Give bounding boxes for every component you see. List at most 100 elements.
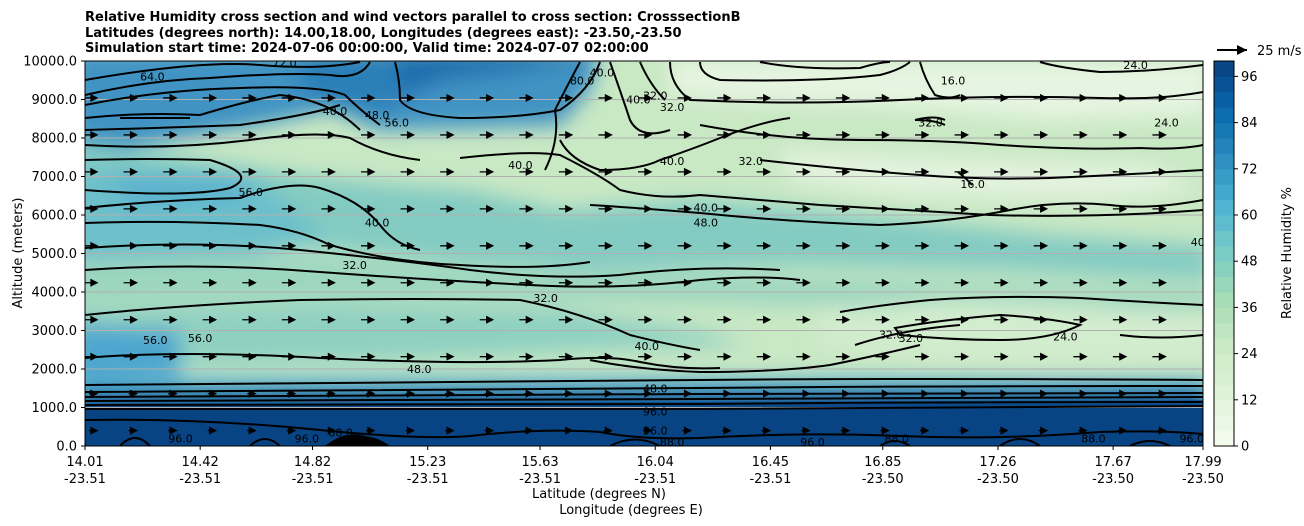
colorbar-segment (1214, 369, 1234, 385)
wind-vector (1033, 352, 1049, 361)
wind-vector (405, 426, 416, 435)
contour-label: 40.0 (694, 201, 719, 214)
wind-vector (1073, 93, 1088, 103)
y-tick-label: 4000.0 (32, 286, 78, 301)
wind-vector (796, 241, 811, 250)
wind-vector (677, 204, 693, 213)
wind-vector (954, 352, 970, 361)
contour-label: 96.0 (643, 405, 668, 418)
wind-vector (999, 389, 1009, 398)
wind-vector (682, 426, 693, 435)
colorbar-segment (1214, 384, 1234, 401)
wind-vector (123, 167, 139, 176)
contour-label: 96.0 (643, 425, 668, 438)
colorbar-tick-label: 12 (1241, 393, 1258, 408)
wind-vector (959, 426, 970, 435)
wind-vector (1112, 93, 1128, 103)
wind-vector (1157, 389, 1167, 398)
wind-vector (202, 93, 218, 103)
wind-vector (994, 352, 1009, 361)
contour-label: 32.0 (533, 292, 558, 305)
contour-label: 40.0 (323, 105, 348, 118)
wind-vector (400, 93, 416, 103)
wind-vector (440, 278, 455, 287)
wind-vector (321, 241, 336, 250)
chart-title-line-1: Relative Humidity cross section and wind… (85, 10, 741, 25)
wind-vector (123, 352, 139, 361)
wind-vector (400, 315, 416, 324)
wind-vector (677, 278, 693, 287)
wind-vector (801, 426, 811, 435)
wind-vector (994, 278, 1009, 287)
x-tick-label-lon: -23.50 (1182, 472, 1224, 487)
wind-vector (361, 167, 376, 176)
wind-vector (722, 389, 732, 398)
wind-vector (598, 204, 613, 213)
wind-vector (994, 204, 1009, 213)
wind-vector (202, 167, 218, 176)
wind-vector (999, 426, 1009, 435)
contour-label: 64.0 (140, 70, 165, 83)
contour-label: 72.0 (272, 57, 297, 70)
wind-vector (717, 167, 732, 176)
wind-vector (880, 389, 890, 398)
wind-vector (915, 167, 930, 176)
wind-vector (361, 352, 376, 361)
contour-label: 32.0 (660, 101, 685, 114)
colorbar-segment (1214, 338, 1234, 355)
wind-vector (598, 241, 613, 250)
wind-vector (994, 130, 1009, 139)
wind-vector (89, 389, 99, 398)
colorbar-frame (1213, 60, 1235, 447)
wind-vector (445, 389, 455, 398)
wind-vector (638, 93, 653, 103)
x-axis: 14.01 -23.51 14.42 -23.51 14.82 -23.51 15.23 -2… (64, 446, 1224, 487)
wind-vector (202, 278, 218, 287)
wind-vector (558, 241, 574, 250)
wind-vector (717, 315, 732, 324)
wind-vector (519, 93, 534, 103)
wind-vector (717, 204, 732, 213)
wind-vector (875, 315, 890, 324)
contour-label: 88.0 (885, 432, 910, 445)
wind-vector (202, 315, 218, 324)
contour-label: 40.0 (635, 340, 660, 353)
wind-vector (524, 426, 534, 435)
colorbar-tick-label: 60 (1241, 209, 1258, 224)
wind-vector (915, 204, 930, 213)
wind-vector (321, 130, 336, 139)
x-tick-label-lon: -23.50 (862, 472, 904, 487)
colorbar-segment (1214, 168, 1234, 185)
wind-vector (163, 315, 178, 324)
wind-vector (281, 130, 297, 139)
wind-vector (85, 130, 99, 139)
wind-vector (563, 389, 574, 398)
wind-vector (286, 426, 297, 435)
x-tick-label-lon: -23.50 (977, 472, 1019, 487)
wind-vector (994, 241, 1009, 250)
wind-vector (440, 130, 455, 139)
wind-vector (801, 389, 811, 398)
colorbar-segment (1214, 276, 1234, 293)
wind-vector (361, 241, 376, 250)
contour-label: 88.0 (660, 436, 685, 449)
colorbar-tick-label: 96 (1241, 70, 1258, 85)
y-tick-label: 2000.0 (32, 363, 78, 378)
y-tick-label: 6000.0 (32, 209, 78, 224)
wind-vector (440, 204, 455, 213)
wind-vector (558, 130, 574, 139)
contour-label: 24.0 (1123, 59, 1148, 72)
chart-title-line-2: Latitudes (degrees north): 14.00,18.00, … (85, 26, 682, 41)
wind-vector (677, 241, 693, 250)
contour-label: 40.0 (1191, 236, 1216, 249)
wind-vector (366, 389, 376, 398)
wind-vector (761, 389, 772, 398)
wind-vector (1073, 130, 1088, 139)
wind-vector (722, 426, 732, 435)
wind-vector (128, 389, 139, 398)
contour-labels: 64.072.040.0 48.056.040.080.040.032.032.0… (140, 57, 1216, 449)
contour-label: 32.0 (879, 328, 904, 341)
x-tick-label-lat: 16.85 (864, 455, 901, 470)
wind-vector (1152, 241, 1167, 250)
